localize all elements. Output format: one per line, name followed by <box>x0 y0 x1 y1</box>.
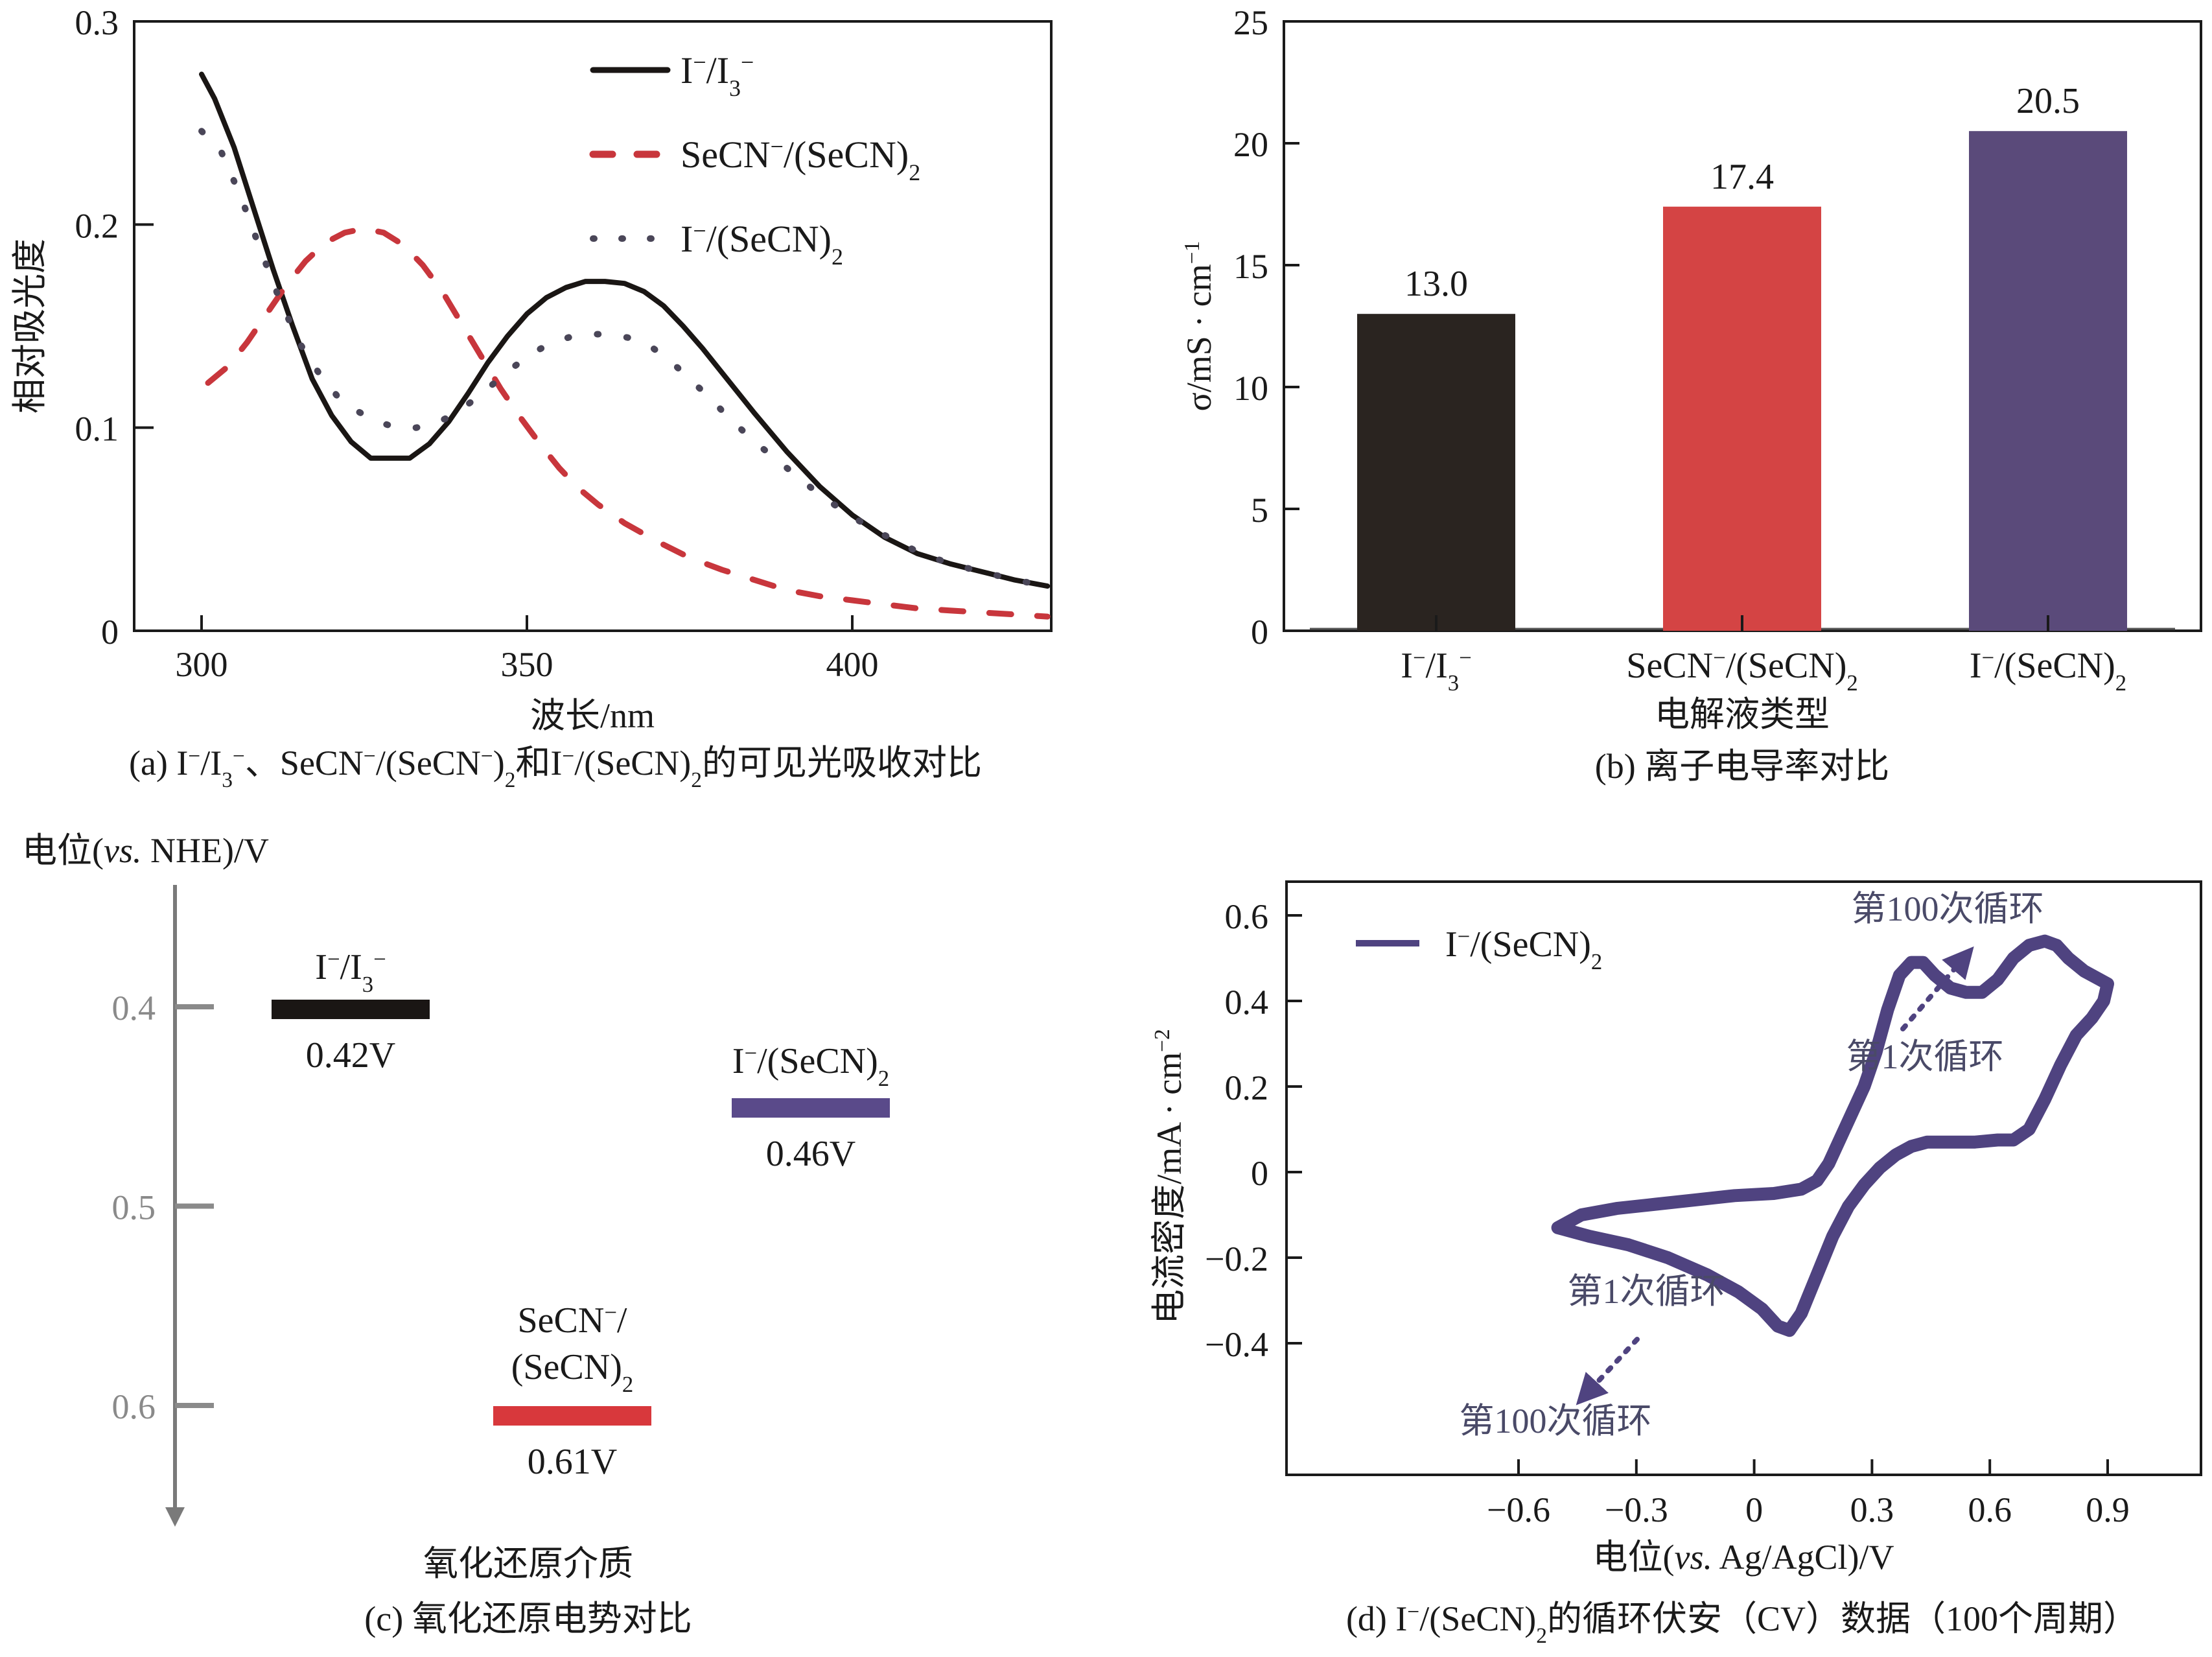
y-tick-label: 0 <box>1251 613 1268 652</box>
x-axis-label: 电解液类型 <box>1655 695 1830 734</box>
bar-2 <box>1663 206 1821 631</box>
x-tick-label: 300 <box>176 645 228 684</box>
x-tick-label: 0.6 <box>1968 1490 2012 1529</box>
panel-d-cyclic-voltammetry-chart: −0.4 −0.2 0 0.2 0.4 0.6 −0.6 −0.3 0 0.3 0.6 0.9 I−… <box>1150 880 2202 1648</box>
cycle-annotation: 第1次循环 <box>1568 1272 1725 1311</box>
x-tick-label: 350 <box>501 645 553 684</box>
redox-potential-value: 0.46V <box>766 1134 856 1174</box>
y-tick-label: 0 <box>101 613 119 652</box>
x-category-label: SeCN−/(SeCN)2 <box>1626 645 1857 696</box>
redox-potential-value: 0.42V <box>306 1035 395 1075</box>
y-axis-label: σ/mS · cm−1 <box>1180 241 1218 412</box>
bar-3 <box>1969 131 2127 631</box>
y-axis-label: 电流密度/mA · cm−2 <box>1150 1029 1189 1324</box>
cycle-arrow-down <box>1576 1337 1640 1405</box>
panel-c-redox-potential-diagram: 电位(vs. NHE)/V 0.4 0.5 0.6 I−/I3− 0.42V I−/(S… <box>22 831 890 1638</box>
panel-caption: (b) 离子电导率对比 <box>1595 747 1889 786</box>
y-tick-label: 0.3 <box>75 3 119 42</box>
x-category-label: I−/I3− <box>1401 645 1471 696</box>
y-tick-label: 25 <box>1233 3 1268 42</box>
cv-curve <box>1551 934 2114 1337</box>
y-tick-label: 5 <box>1251 491 1268 530</box>
bar-1 <box>1357 314 1515 631</box>
y-axis-label: 相对吸光度 <box>10 239 49 414</box>
x-axis-label: 氧化还原介质 <box>423 1544 633 1583</box>
y-tick-label: 15 <box>1233 247 1268 286</box>
y-tick-label: 0.4 <box>112 989 156 1028</box>
redox-level-bar <box>493 1406 651 1426</box>
cycle-annotation: 第100次循环 <box>1852 889 2044 928</box>
redox-potential-value: 0.61V <box>528 1442 617 1482</box>
redox-couple-label: I−/I3− <box>315 946 386 997</box>
y-tick-label: 0.5 <box>112 1188 156 1227</box>
plot-frame <box>133 20 1053 632</box>
x-tick-label: 0.9 <box>2086 1490 2130 1529</box>
panel-a-absorbance-chart: 0 0.1 0.2 0.3 300 350 400 I−/I3− SeCN−/(SeCN)2… <box>10 3 1053 792</box>
y-tick-label: 0.1 <box>75 410 119 449</box>
legend-label: I−/(SeCN)2 <box>681 218 843 270</box>
panel-caption: (d) I−/(SeCN)2的循环伏安（CV）数据（100个周期） <box>1346 1599 2138 1648</box>
y-tick-label: 0.2 <box>75 206 119 245</box>
plot-frame <box>1285 880 2202 1476</box>
y-tick-label: 0.6 <box>112 1387 156 1426</box>
redox-level-bar <box>272 1000 430 1019</box>
x-category-label: I−/(SeCN)2 <box>1970 645 2126 696</box>
cycle-arrow-up <box>1900 946 1974 1031</box>
y-tick-label: 0.2 <box>1225 1068 1269 1107</box>
x-tick-label: −0.3 <box>1605 1490 1668 1529</box>
legend-label: SeCN−/(SeCN)2 <box>681 134 920 185</box>
panel-caption: (a) I−/I3−、SeCN−/(SeCN−)2和I−/(SeCN)2的可见光… <box>129 744 982 792</box>
cycle-annotation: 第1次循环 <box>1846 1037 2004 1076</box>
series-line-i-secn2 <box>198 128 1051 590</box>
panel-b-conductivity-chart: 0 5 10 15 20 25 13.0 17.4 20.5 I−/I3− SeCN−/(SeC… <box>1180 3 2202 786</box>
y-tick-label: 0 <box>1251 1154 1268 1193</box>
y-tick-label: 0.6 <box>1225 897 1269 936</box>
y-tick-label: 20 <box>1233 125 1268 164</box>
x-axis-label: 电位(vs. Ag/AgCl)/V <box>1593 1538 1894 1577</box>
series-line-i-i3 <box>199 71 1051 589</box>
bar-value-label: 13.0 <box>1404 264 1468 304</box>
bar-value-label: 20.5 <box>2016 81 2080 121</box>
x-tick-label: 0 <box>1745 1490 1763 1529</box>
legend-label: I−/I3− <box>681 49 754 101</box>
y-tick-label: 10 <box>1233 369 1268 408</box>
legend-label: I−/(SeCN)2 <box>1445 924 1602 974</box>
redox-level-bar <box>732 1098 890 1118</box>
y-axis-label: 电位(vs. NHE)/V <box>22 831 269 870</box>
y-tick-label: −0.2 <box>1205 1240 1268 1278</box>
cycle-annotation: 第100次循环 <box>1460 1402 1652 1440</box>
x-tick-label: 0.3 <box>1850 1490 1894 1529</box>
x-tick-label: −0.6 <box>1487 1490 1550 1529</box>
x-tick-label: 400 <box>826 645 879 684</box>
redox-couple-label: (SeCN)2 <box>511 1347 633 1397</box>
bar-value-label: 17.4 <box>1710 157 1774 197</box>
panel-caption: (c) 氧化还原电势对比 <box>364 1599 692 1638</box>
redox-couple-label: SeCN−/ <box>518 1300 627 1341</box>
x-axis-label: 波长/nm <box>530 696 655 735</box>
redox-couple-label: I−/(SeCN)2 <box>732 1040 889 1091</box>
y-tick-label: 0.4 <box>1225 983 1269 1022</box>
y-tick-label: −0.4 <box>1205 1325 1268 1364</box>
series-line-secn-secn2 <box>205 226 1051 620</box>
